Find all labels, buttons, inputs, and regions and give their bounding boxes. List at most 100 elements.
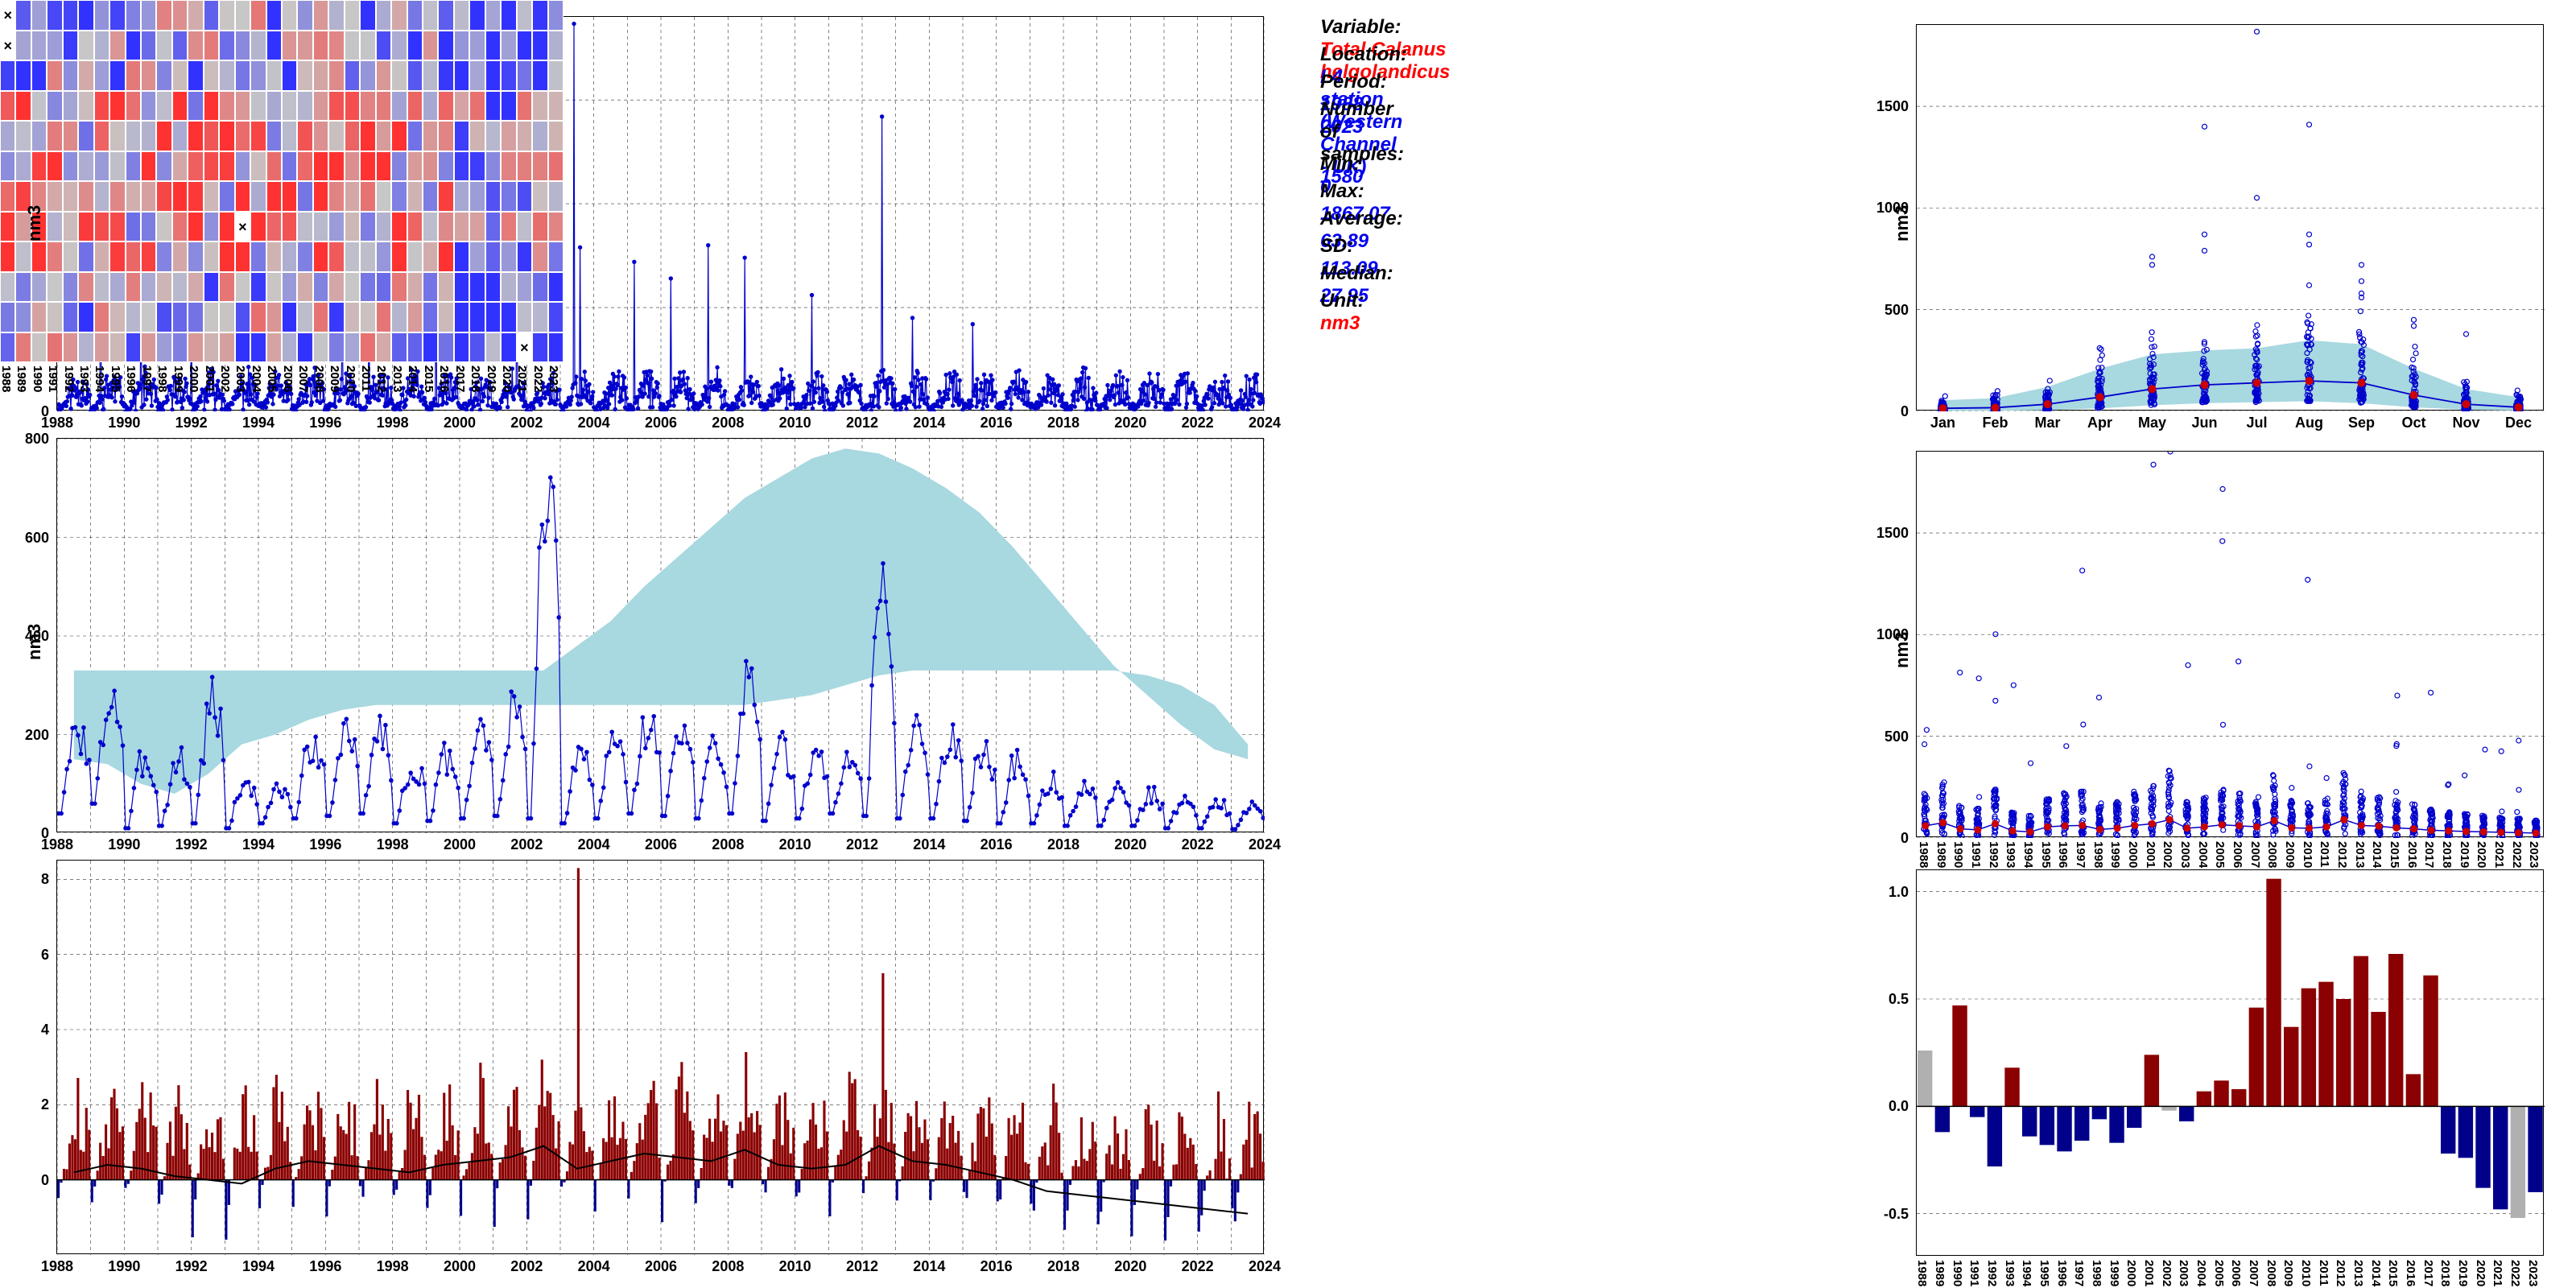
- heatmap-cell: [313, 181, 328, 212]
- heatmap-cell: [548, 0, 564, 31]
- heatmap-cell: [345, 60, 360, 91]
- heatmap-cell: [360, 332, 375, 363]
- heatmap-cell: [313, 31, 328, 61]
- heatmap-cell: [454, 242, 469, 272]
- tick-label: 800: [25, 431, 49, 448]
- heatmap-cell: [454, 181, 469, 212]
- tick-label: 2016: [2404, 1260, 2417, 1286]
- tick-label: 2012: [846, 836, 878, 853]
- heatmap-cell: [109, 212, 125, 242]
- tick-label: 2006: [2231, 841, 2244, 868]
- tick-label: 2001: [2142, 1260, 2156, 1286]
- heatmap-cell: [250, 60, 266, 91]
- heatmap-cell: [501, 60, 516, 91]
- heatmap-cell: [485, 0, 501, 31]
- heatmap-cell: [485, 60, 501, 91]
- heatmap-cell: [250, 151, 266, 182]
- tick-label: 1996: [2055, 1260, 2069, 1286]
- heatmap-cell: [313, 151, 328, 182]
- tick-label: 1994: [242, 415, 275, 431]
- heatmap-cell: [172, 302, 188, 332]
- heatmap-cell: [423, 91, 438, 122]
- heatmap-cell: [235, 151, 250, 182]
- heatmap-cell: [376, 212, 391, 242]
- heatmap-cell: [31, 242, 47, 272]
- heatmap-cell: [15, 91, 31, 122]
- heatmap-cell: [345, 332, 360, 363]
- heatmap-cell: [78, 91, 93, 122]
- tick-label: 2008: [2264, 1260, 2278, 1286]
- heatmap-cell: [423, 242, 438, 272]
- heatmap-cell: [501, 121, 516, 151]
- heatmap-cell: [141, 242, 156, 272]
- tick-label: 1998: [377, 836, 409, 853]
- heatmap-cell: [313, 0, 328, 31]
- heatmap-cell: [78, 60, 93, 91]
- heatmap-cell: [423, 181, 438, 212]
- heatmap-cell: [391, 242, 407, 272]
- heatmap-cell: [78, 121, 93, 151]
- heatmap-cell: [454, 121, 469, 151]
- tick-label: 2010: [779, 836, 811, 853]
- heatmap-cell: [31, 60, 47, 91]
- heatmap-cell: [485, 272, 501, 303]
- heatmap-cell: [454, 31, 469, 61]
- heatmap-cell: [172, 31, 188, 61]
- heatmap-cell: [532, 0, 547, 31]
- tick-label: 4: [41, 1022, 49, 1038]
- heatmap-cell: [156, 0, 171, 31]
- tick-label: 2005: [2213, 841, 2227, 868]
- heatmap-cell: [204, 0, 219, 31]
- heatmap-cell: [407, 242, 423, 272]
- tick-label: 1988: [1915, 1260, 1929, 1286]
- heatmap-cell: [15, 332, 31, 363]
- tick-label: 2009: [328, 365, 341, 392]
- heatmap-cell: [297, 151, 312, 182]
- heatmap-cell: [469, 302, 485, 332]
- heatmap-cell: [109, 60, 125, 91]
- heatmap-cell: [266, 60, 282, 91]
- heatmap-cell: [141, 121, 156, 151]
- heatmap-cell: [141, 60, 156, 91]
- tick-label: 2019: [2456, 1260, 2470, 1286]
- tick-label: 2015: [2386, 1260, 2400, 1286]
- tick-label: 2019: [2458, 841, 2471, 868]
- tick-label: 1500: [1876, 525, 1909, 542]
- heatmap-cell: [407, 151, 423, 182]
- heatmap-cell: [126, 181, 141, 212]
- tick-label: 1993: [2003, 1260, 2017, 1286]
- heatmap-cell: [423, 302, 438, 332]
- tick-label: 2006: [645, 415, 677, 431]
- heatmap-cell: [485, 212, 501, 242]
- heatmap-cell: [141, 181, 156, 212]
- heatmap-cell: [94, 151, 109, 182]
- tick-label: 2013: [390, 365, 404, 392]
- heatmap-cell: [548, 272, 564, 303]
- heatmap-cell: [313, 242, 328, 272]
- heatmap-cell: [78, 302, 93, 332]
- heatmap-cell: [31, 272, 47, 303]
- heatmap-cell: [360, 91, 375, 122]
- heatmap-cell: [360, 181, 375, 212]
- heatmap-cell: [204, 212, 219, 242]
- tick-label: 200: [25, 727, 49, 744]
- tick-label: 8: [41, 871, 49, 888]
- heatmap-cell: [63, 212, 78, 242]
- tick-label: 1990: [1951, 841, 1965, 868]
- heatmap-cell: [126, 272, 141, 303]
- heatmap-cell: [548, 181, 564, 212]
- heatmap-cell: [517, 272, 532, 303]
- heatmap-cell: [250, 181, 266, 212]
- heatmap-cell: [172, 181, 188, 212]
- heatmap-cell: [126, 212, 141, 242]
- tick-label: 2005: [265, 365, 279, 392]
- tick-label: 0.5: [1889, 991, 1909, 1008]
- tick-label: 1994: [2020, 1260, 2033, 1286]
- tick-label: 2014: [913, 1258, 945, 1275]
- heatmap-cell: [250, 302, 266, 332]
- heatmap-cell: [328, 181, 344, 212]
- heatmap-cell: [109, 91, 125, 122]
- tick-label: 2012: [2334, 1260, 2347, 1286]
- heatmap-cell: [532, 272, 547, 303]
- heatmap-cell: [126, 302, 141, 332]
